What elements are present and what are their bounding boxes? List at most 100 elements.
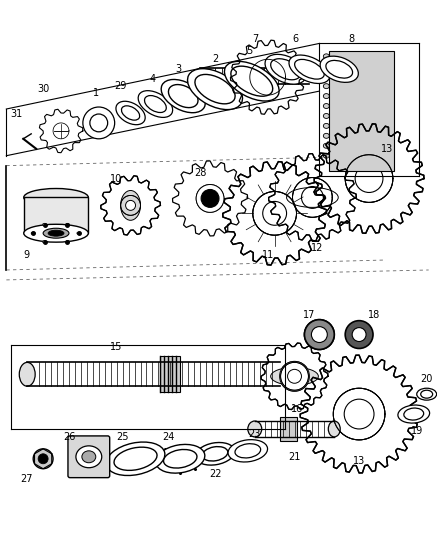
Text: 17: 17	[303, 310, 316, 320]
Ellipse shape	[271, 367, 318, 385]
Ellipse shape	[201, 190, 219, 207]
Text: 9: 9	[23, 250, 29, 260]
Text: 15: 15	[110, 343, 122, 352]
Bar	[24, 197, 88, 233]
Ellipse shape	[43, 228, 69, 238]
FancyBboxPatch shape	[68, 436, 110, 478]
Text: 7: 7	[253, 35, 259, 44]
Ellipse shape	[279, 361, 309, 391]
Ellipse shape	[333, 388, 385, 440]
Ellipse shape	[328, 421, 340, 437]
Text: 27: 27	[20, 474, 32, 483]
Ellipse shape	[106, 442, 165, 475]
Ellipse shape	[320, 56, 358, 83]
Text: 8: 8	[348, 35, 354, 44]
Ellipse shape	[187, 69, 243, 110]
Ellipse shape	[161, 79, 205, 112]
Ellipse shape	[224, 61, 279, 101]
Ellipse shape	[253, 191, 297, 235]
Ellipse shape	[65, 240, 70, 243]
Ellipse shape	[31, 232, 35, 235]
Ellipse shape	[344, 399, 374, 429]
Ellipse shape	[355, 165, 383, 192]
Ellipse shape	[323, 114, 329, 118]
Ellipse shape	[304, 320, 334, 350]
Ellipse shape	[352, 328, 366, 342]
Text: 11: 11	[261, 250, 274, 260]
Bar	[160, 357, 180, 392]
Ellipse shape	[120, 190, 141, 220]
Ellipse shape	[82, 451, 96, 463]
Ellipse shape	[323, 124, 329, 128]
Ellipse shape	[293, 177, 332, 217]
Ellipse shape	[323, 94, 329, 99]
Text: 30: 30	[37, 84, 49, 94]
Text: 10: 10	[110, 174, 122, 183]
Text: 16: 16	[291, 404, 304, 414]
Ellipse shape	[126, 200, 135, 211]
Ellipse shape	[48, 230, 64, 236]
Ellipse shape	[323, 133, 329, 139]
Ellipse shape	[65, 223, 70, 226]
Ellipse shape	[311, 327, 327, 343]
Ellipse shape	[196, 184, 224, 212]
Ellipse shape	[304, 320, 334, 350]
Bar	[329, 51, 394, 171]
Ellipse shape	[248, 421, 262, 437]
Ellipse shape	[138, 91, 173, 117]
Ellipse shape	[228, 440, 268, 462]
Ellipse shape	[301, 187, 323, 208]
Ellipse shape	[116, 101, 145, 125]
Ellipse shape	[323, 103, 329, 109]
Text: 13: 13	[353, 456, 365, 466]
Text: 3: 3	[175, 64, 181, 74]
Text: 18: 18	[368, 310, 380, 320]
Text: 19: 19	[410, 426, 423, 436]
Text: 25: 25	[117, 432, 129, 442]
Ellipse shape	[323, 143, 329, 148]
Text: 24: 24	[162, 432, 174, 442]
Ellipse shape	[263, 201, 286, 225]
Ellipse shape	[33, 449, 53, 469]
Ellipse shape	[265, 54, 306, 84]
Ellipse shape	[288, 369, 301, 383]
Ellipse shape	[323, 64, 329, 69]
Text: 2: 2	[212, 54, 218, 64]
Ellipse shape	[195, 442, 235, 465]
Text: 28: 28	[194, 167, 206, 177]
Text: 5: 5	[247, 46, 253, 56]
Ellipse shape	[195, 68, 205, 84]
Bar	[279, 417, 297, 441]
Text: 22: 22	[209, 469, 221, 479]
Ellipse shape	[19, 362, 35, 386]
Ellipse shape	[83, 107, 115, 139]
Ellipse shape	[38, 454, 48, 464]
Text: 23: 23	[249, 429, 261, 439]
Text: 29: 29	[114, 81, 127, 91]
Ellipse shape	[42, 240, 46, 243]
Ellipse shape	[76, 446, 102, 468]
Ellipse shape	[77, 232, 81, 235]
Text: 21: 21	[288, 452, 301, 462]
Text: 12: 12	[311, 243, 324, 253]
Ellipse shape	[345, 321, 373, 349]
Text: 26: 26	[63, 432, 75, 442]
Text: 31: 31	[10, 109, 22, 119]
Ellipse shape	[289, 55, 330, 84]
Ellipse shape	[323, 153, 329, 158]
Ellipse shape	[398, 405, 430, 423]
Text: 20: 20	[420, 374, 433, 384]
Ellipse shape	[24, 189, 88, 206]
Ellipse shape	[323, 84, 329, 88]
Text: 4: 4	[149, 74, 155, 84]
Ellipse shape	[323, 54, 329, 59]
Text: 13: 13	[381, 144, 393, 154]
Text: 6: 6	[293, 35, 299, 44]
Ellipse shape	[323, 74, 329, 79]
Text: 1: 1	[93, 88, 99, 98]
Ellipse shape	[155, 445, 205, 473]
Ellipse shape	[24, 224, 88, 242]
Ellipse shape	[42, 223, 46, 226]
Ellipse shape	[279, 361, 309, 391]
Ellipse shape	[345, 155, 393, 203]
